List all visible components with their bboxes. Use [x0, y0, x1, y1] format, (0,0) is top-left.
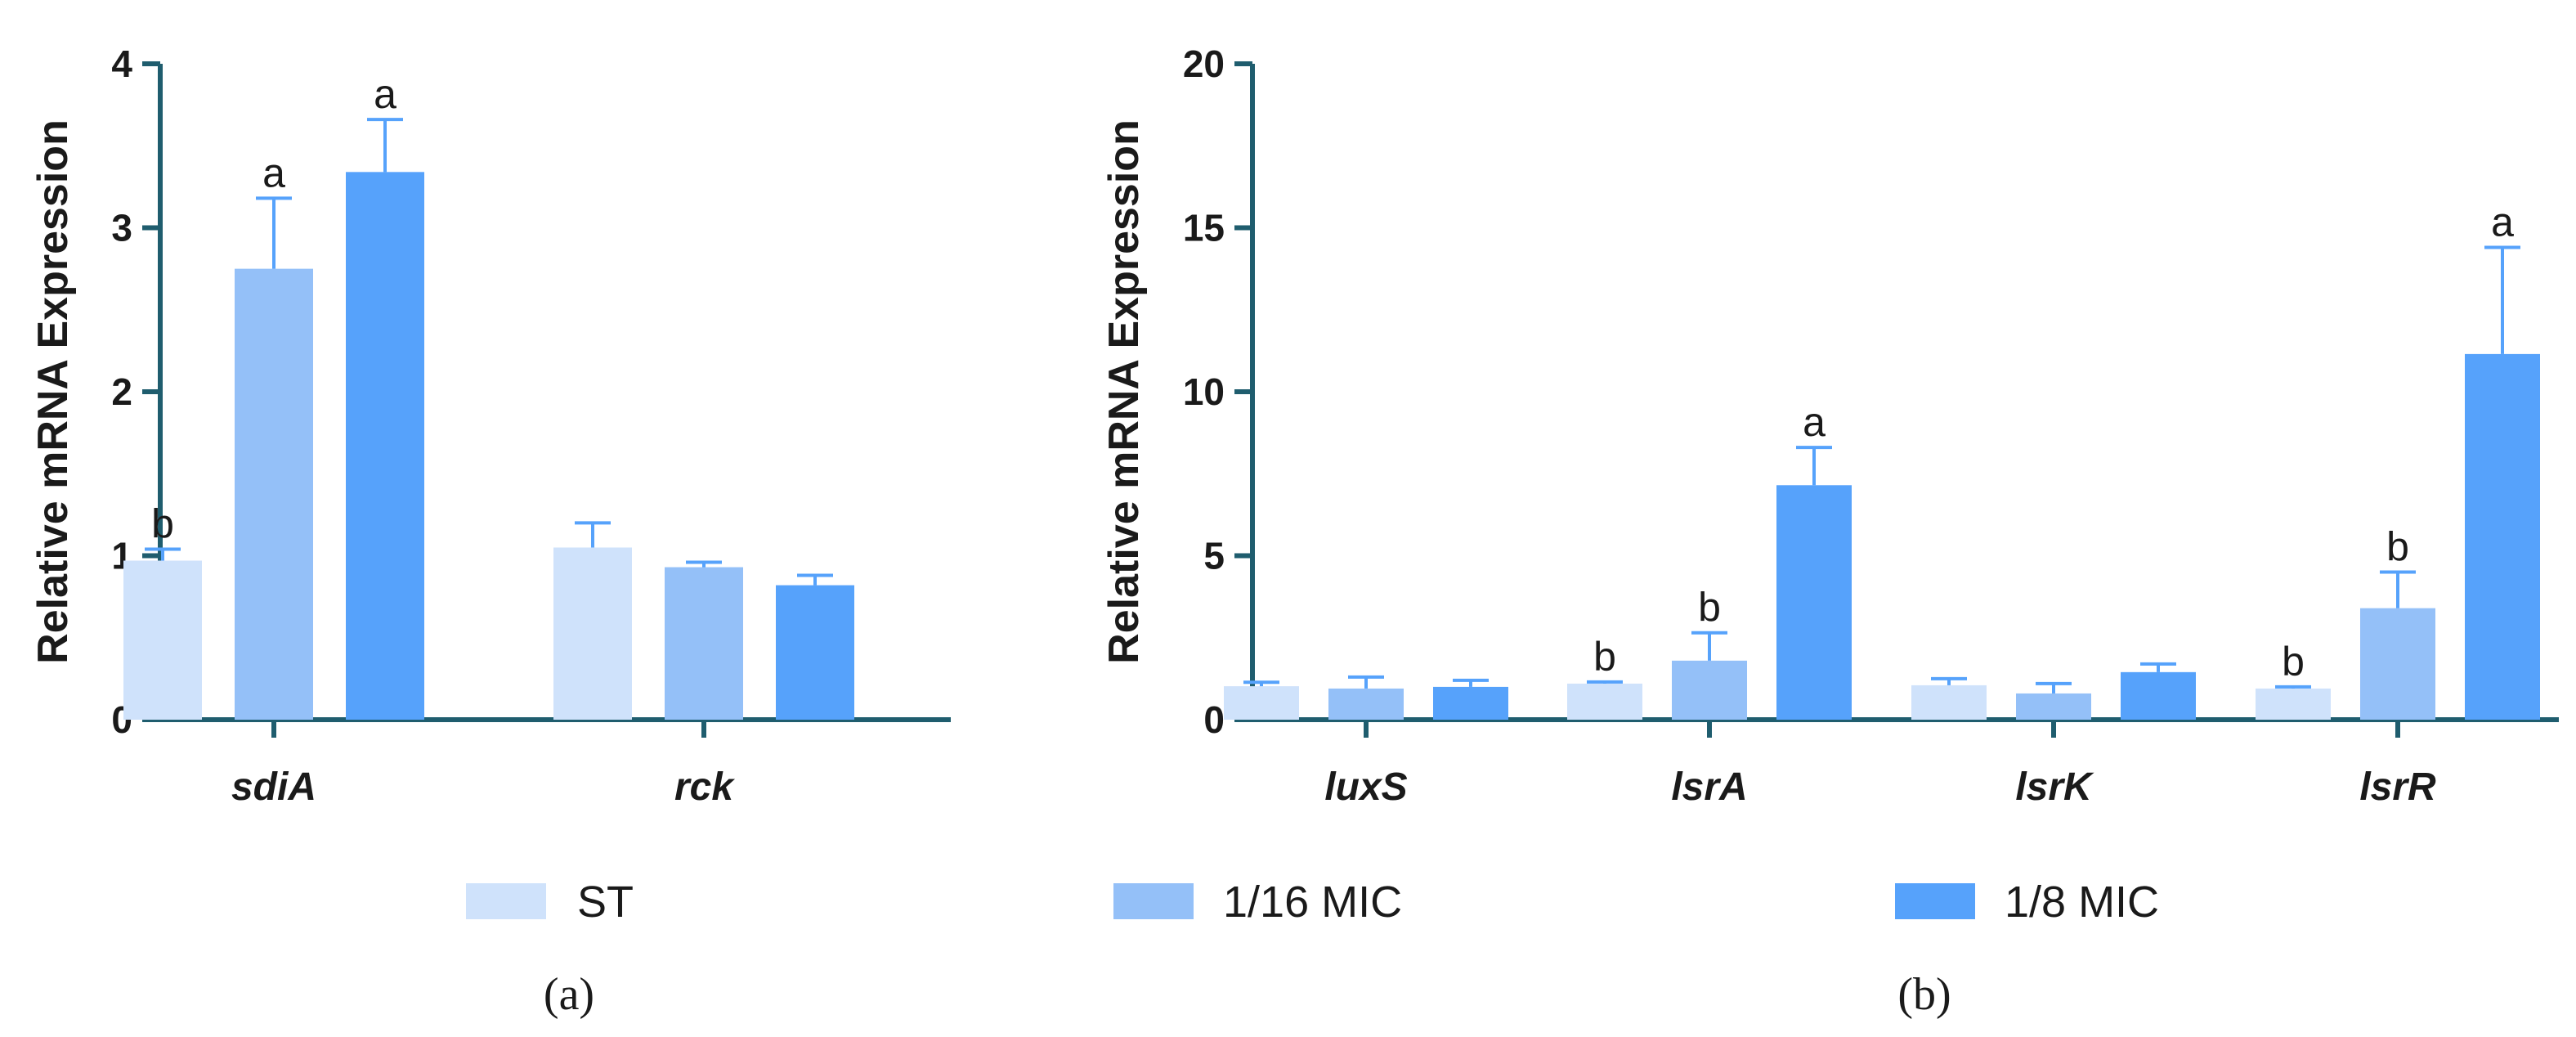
panel-b-letter-lsrr-1-8-mic: a	[2491, 200, 2514, 245]
panel-a-letter-sdia-1-8-mic: a	[374, 71, 396, 117]
panel-b-label: (b)	[1897, 969, 1951, 1020]
panel-b-letter-lsrr-st: b	[2282, 639, 2305, 685]
panel-a-label: (a)	[544, 969, 594, 1020]
legend-swatch-st	[466, 883, 546, 919]
legend-label-1-8-mic: 1/8 MIC	[2005, 878, 2159, 927]
legend-swatch-1-8-mic	[1895, 883, 1975, 919]
legend-swatch-1-16-mic	[1113, 883, 1194, 919]
panel-a-y-tick-label: 4	[111, 43, 132, 85]
panel-b-bar-lsrk-1-8-mic	[2121, 671, 2196, 720]
panel-b-bar-luxs-1-16-mic	[1328, 688, 1404, 720]
panel-b-letter-lsra-st: b	[1593, 634, 1616, 680]
panel-a-bar-sdia-st	[123, 560, 202, 720]
panel-a-y-tick-label: 2	[111, 370, 132, 413]
legend-label-1-16-mic: 1/16 MIC	[1223, 878, 1402, 927]
panel-b-y-tick-label: 15	[1183, 207, 1225, 249]
panel-a-bars	[123, 172, 854, 720]
panel-b-letter-lsrr-1-16-mic: b	[2386, 524, 2409, 570]
panel-b-y-tick-label: 10	[1183, 370, 1225, 413]
panel-a-error-bars	[145, 118, 833, 586]
panel-b-bar-luxs-st	[1224, 686, 1299, 720]
panel-a-bar-sdia-1-16-mic	[235, 268, 313, 720]
panel-a-significance-letters: b a a	[151, 71, 396, 546]
panel-a-bar-rck-1-8-mic	[776, 585, 854, 720]
panel-b-y-ticks: 0 5 10 15 20	[1183, 43, 1252, 741]
panel-b-category-labels: luxS lsrA lsrK lsrR	[1324, 720, 2436, 809]
legend: ST 1/16 MIC 1/8 MIC	[466, 878, 2159, 927]
panel-a-letter-sdia-st: b	[151, 501, 174, 546]
legend-label-st: ST	[577, 878, 634, 927]
panel-b-bar-lsra-1-16-mic	[1672, 660, 1747, 720]
panel-b-bar-lsra-1-8-mic	[1776, 485, 1852, 720]
panel-b-category-label-lsrk: lsrK	[2015, 765, 2094, 809]
panel-b-category-label-lsrr: lsrR	[2359, 765, 2436, 809]
panel-a-letter-sdia-1-16-mic: a	[262, 150, 285, 195]
panel-b-bar-lsrr-st	[2256, 688, 2331, 720]
panel-b-y-tick-label: 0	[1203, 698, 1225, 741]
panel-a-category-label-sdia: sdiA	[231, 765, 316, 809]
panel-b-category-label-lsra: lsrA	[1671, 765, 1747, 809]
panel-b-bar-lsrr-1-16-mic	[2360, 608, 2435, 720]
panel-b-letter-lsra-1-8-mic: a	[1803, 399, 1826, 445]
panel-a-bar-rck-1-16-mic	[665, 567, 743, 720]
panel-b-y-tick-label: 5	[1203, 535, 1225, 577]
panel-b-bar-luxs-1-8-mic	[1433, 686, 1508, 720]
panel-a-category-labels: sdiA rck	[231, 720, 735, 809]
panel-b-letter-lsra-1-16-mic: b	[1698, 585, 1721, 631]
panel-b-bar-lsrr-1-8-mic	[2465, 353, 2540, 720]
panel-b-y-tick-label: 20	[1183, 43, 1225, 85]
panel-b-significance-letters: b b b b a a	[1593, 200, 2514, 685]
panel-a-bar-rck-st	[553, 547, 632, 720]
panel-b-category-label-luxs: luxS	[1324, 765, 1407, 809]
panel-a-y-tick-label: 3	[111, 207, 132, 249]
panel-b-y-axis-label: Relative mRNA Expression	[1100, 119, 1148, 664]
panel-b-error-bars	[1243, 245, 2520, 694]
panel-b-bar-lsra-st	[1567, 683, 1642, 720]
panel-b-bars	[1224, 353, 2540, 720]
panel-a-y-axis-label: Relative mRNA Expression	[29, 119, 77, 664]
panel-b-chart: Relative mRNA Expression 0 5 10 15 20 b b b b a a…	[1100, 43, 2559, 1020]
panel-a-bar-sdia-1-8-mic	[346, 172, 424, 720]
panel-b-bar-lsrk-st	[1911, 685, 1987, 720]
panel-b-bar-lsrk-1-16-mic	[2016, 693, 2091, 720]
panel-a-category-label-rck: rck	[674, 765, 735, 809]
